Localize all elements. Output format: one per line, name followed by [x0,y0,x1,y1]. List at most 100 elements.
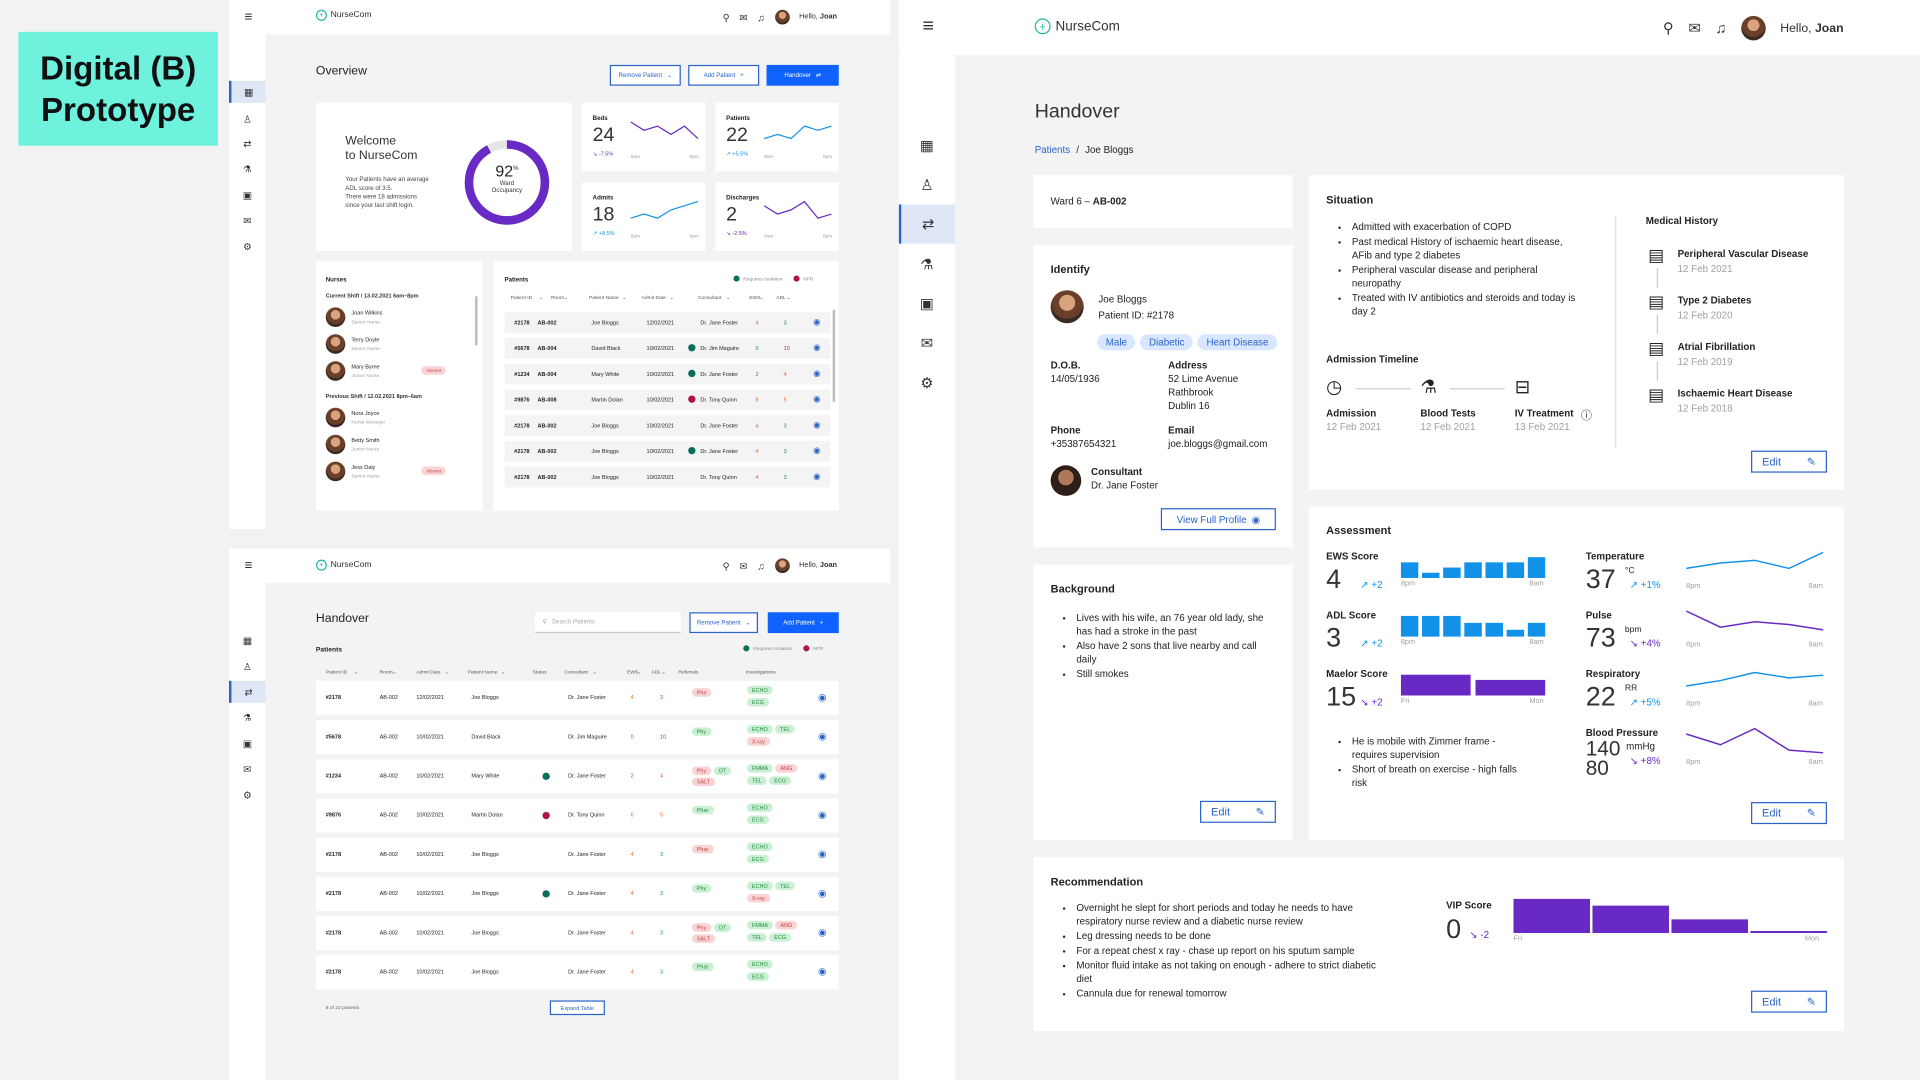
investigation-chip[interactable]: FMMA [746,764,773,773]
investigation-chip[interactable]: FMMA [746,920,773,930]
column-header[interactable]: Investigations [745,668,776,675]
nav-labs[interactable]: ⚗ [242,712,252,724]
nav-meds[interactable]: ▣ [242,189,252,201]
background-edit-button[interactable]: Edit ✎ [1200,800,1276,823]
nurse-name[interactable]: Mary Byrne [351,363,380,370]
table-row[interactable]: #1234 AB-002 10/02/2021 Mary White Dr. Jane … [315,759,839,794]
nurse-name[interactable]: Terry Doyle [351,336,380,343]
mail-icon[interactable]: ✉ [739,560,748,572]
search-input[interactable]: ⚲ Search Patients [535,612,681,634]
referral-chip[interactable]: Phy [691,727,712,736]
nav-patients[interactable]: ♙ [920,176,934,194]
nav-handover[interactable]: ⇄ [228,680,266,703]
investigation-chip[interactable]: ECG [746,697,769,707]
eye-icon[interactable]: ◉ [813,395,821,405]
eye-icon[interactable]: ◉ [817,770,827,782]
table-row[interactable]: #2178 AB-002 12/02/2021 Joe Bloggs Dr. Jane … [315,680,839,716]
investigation-chip[interactable]: ECG [769,933,792,942]
table-row[interactable]: #2178 AB-002 10/02/2021 Joe Bloggs Dr. Jane … [315,955,839,990]
eye-icon[interactable]: ◉ [817,926,827,938]
referral-chip[interactable]: Phe [691,688,712,697]
nav-settings[interactable]: ⚙ [242,789,252,801]
menu-icon[interactable]: ≡ [244,9,253,25]
scrollbar[interactable] [475,296,478,346]
handover-button[interactable]: Handover ⇄ [766,64,839,86]
investigation-chip[interactable]: ECG [746,854,769,864]
column-header[interactable]: Room [379,668,393,675]
eye-icon[interactable]: ◉ [813,344,821,353]
investigation-chip[interactable]: ECHO [746,842,773,852]
eye-icon[interactable]: ◉ [813,421,821,430]
eye-icon[interactable]: ◉ [817,966,827,978]
nav-mail[interactable]: ✉ [920,334,934,352]
table-row[interactable]: #2178 AB-002 10/02/2021 Joe Bloggs Dr. Jane … [315,837,839,872]
table-row[interactable]: #5678 AB-004 David Black 10/02/2021 Dr. Jim … [504,337,831,359]
investigation-chip[interactable]: ANG [775,764,798,773]
info-icon[interactable]: ⓘ [1580,408,1592,422]
column-header[interactable]: ADL [776,293,786,301]
nav-mail[interactable]: ✉ [243,763,252,775]
table-row[interactable]: #2178 AB-002 Joe Bloggs 10/02/2021 Dr. Tony … [504,466,831,488]
column-header[interactable]: Status [532,668,547,675]
table-row[interactable]: #2178 AB-002 10/02/2021 Joe Bloggs Dr. Jane … [315,915,839,951]
referral-chip[interactable]: Phar [691,962,714,972]
column-header[interactable]: EWS [626,668,639,675]
assessment-edit-button[interactable]: Edit ✎ [1751,802,1827,825]
investigation-chip[interactable]: TEL [746,933,767,942]
investigation-chip[interactable]: TEL [775,724,796,734]
nav-patients[interactable]: ♙ [242,660,252,672]
nav-patients[interactable]: ♙ [242,113,252,125]
investigation-chip[interactable]: ECHO [746,685,773,695]
nurse-name[interactable]: Jess Daly [351,464,376,471]
nav-handover[interactable]: ⇄ [243,137,252,149]
nav-labs[interactable]: ⚗ [242,163,252,175]
investigation-chip[interactable]: TEL [746,776,767,785]
investigation-chip[interactable]: ECG [769,776,792,785]
table-row[interactable]: #2178 AB-002 Joe Bloggs 10/02/2021 Dr. Jane … [504,440,831,462]
breadcrumb-patients-link[interactable]: Patients [1034,144,1071,156]
column-header[interactable]: Consultant [564,668,588,675]
recommendation-edit-button[interactable]: Edit ✎ [1751,990,1827,1013]
avatar[interactable] [774,558,790,574]
referral-chip[interactable]: Phy [691,766,712,776]
nav-handover[interactable]: ⇄ [898,204,956,244]
table-row[interactable]: #9876 AB-002 10/02/2021 Martin Dolan Dr. Ton… [315,798,839,833]
referral-chip[interactable]: Phy [691,884,712,893]
eye-icon[interactable]: ◉ [817,848,827,860]
eye-icon[interactable]: ◉ [817,691,827,703]
search-icon[interactable]: ⚲ [1662,19,1674,37]
avatar[interactable] [1741,15,1766,41]
search-icon[interactable]: ⚲ [722,11,730,23]
nav-overview[interactable]: ▦ [242,634,252,646]
eye-icon[interactable]: ◉ [817,809,827,821]
investigation-chip[interactable]: X-ray [746,737,770,746]
investigation-chip[interactable]: ECHO [746,803,773,812]
investigation-chip[interactable]: ECHO [746,881,773,891]
expand-table-button[interactable]: Expand Table [549,1000,605,1016]
referral-chip[interactable]: OT [713,923,732,932]
bell-icon[interactable]: ♫ [757,560,765,572]
column-header[interactable]: Patient Name [588,293,619,301]
nav-settings[interactable]: ⚙ [242,240,252,252]
investigation-chip[interactable]: ECHO [746,724,773,734]
avatar[interactable] [774,9,790,25]
referral-chip[interactable]: OT [713,766,732,776]
investigation-chip[interactable]: X-ray [746,893,770,903]
remove-patient-button[interactable]: Remove Patient ⌄ [609,64,681,86]
table-row[interactable]: #9876 AB-008 Martin Dolan 10/02/2021 Dr. Ton… [504,389,831,411]
eye-icon[interactable]: ◉ [813,446,821,456]
nurse-name[interactable]: Betty Smith [351,437,380,444]
column-header[interactable]: Admit Date [416,668,441,675]
column-header[interactable]: ADL [651,668,661,675]
investigation-chip[interactable]: ANG [775,920,798,930]
mail-icon[interactable]: ✉ [1688,19,1701,37]
situation-edit-button[interactable]: Edit ✎ [1751,450,1827,473]
eye-icon[interactable]: ◉ [817,887,827,899]
table-row[interactable]: #2178 AB-002 Joe Bloggs 10/02/2021 Dr. Jane … [504,415,831,436]
column-header[interactable]: Room [551,293,565,301]
nurse-name[interactable]: Joan Wilkins [351,309,383,316]
column-header[interactable]: Admit Date [641,293,666,301]
table-row[interactable]: #2178 AB-002 10/02/2021 Joe Bloggs Dr. Jane … [315,876,839,912]
investigation-chip[interactable]: ECG [746,815,769,825]
referral-chip[interactable]: SALT [691,934,716,943]
